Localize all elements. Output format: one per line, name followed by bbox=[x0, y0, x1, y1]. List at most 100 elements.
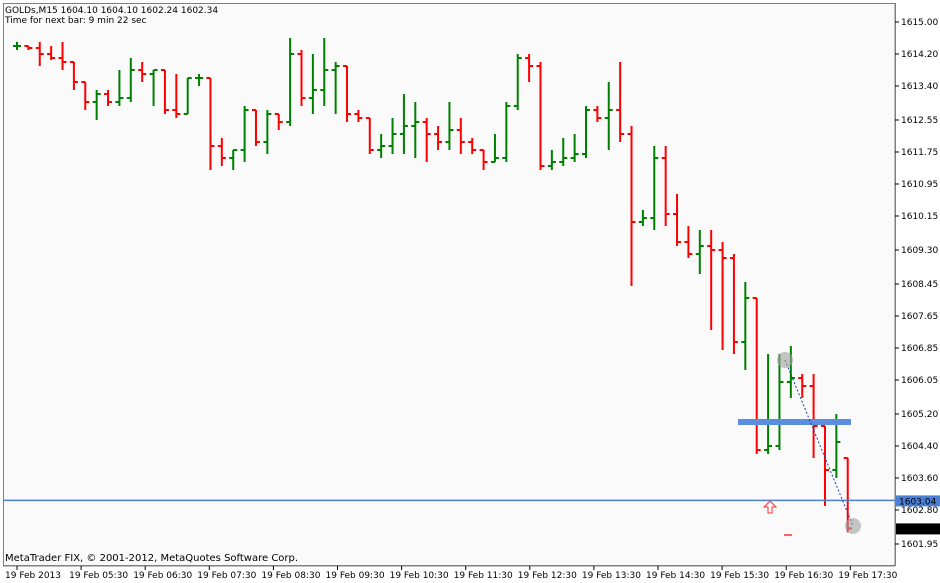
trend-handle-start[interactable] bbox=[777, 352, 793, 368]
ohlc-bar bbox=[536, 62, 545, 170]
price-tick-label: 1610.95 bbox=[901, 180, 938, 190]
ohlc-bar bbox=[354, 110, 363, 122]
ohlc-bar bbox=[399, 94, 408, 154]
ohlc-bar bbox=[58, 42, 67, 70]
level-price-badge bbox=[896, 495, 940, 507]
time-tick-label: 19 Feb 12:30 bbox=[518, 571, 577, 581]
ohlc-bar bbox=[479, 149, 488, 170]
price-tick-label: 1613.40 bbox=[901, 82, 938, 92]
time-tick-label: 19 Feb 10:30 bbox=[390, 571, 449, 581]
price-tick-label: 1603.60 bbox=[901, 474, 938, 484]
ohlc-bar bbox=[775, 354, 784, 450]
ohlc-bar bbox=[502, 102, 511, 162]
ohlc-bars bbox=[13, 38, 852, 533]
ohlc-bar bbox=[616, 62, 625, 142]
ohlc-bar bbox=[377, 134, 386, 158]
price-tick-label: 1606.85 bbox=[901, 344, 938, 354]
level-price-label: 1603.04 bbox=[899, 497, 936, 507]
ohlc-bar bbox=[468, 138, 477, 154]
ohlc-bar bbox=[673, 194, 682, 246]
price-tick-label: 1614.20 bbox=[901, 50, 938, 60]
ohlc-bar bbox=[35, 42, 44, 66]
price-tick-label: 1602.80 bbox=[901, 506, 938, 516]
chart-objects[interactable] bbox=[3, 352, 895, 536]
time-tick-label: 19 Feb 13:30 bbox=[582, 571, 641, 581]
ohlc-bar bbox=[752, 297, 761, 454]
price-tick-label: 1611.75 bbox=[901, 148, 938, 158]
time-tick-label: 19 Feb 16:30 bbox=[774, 571, 833, 581]
time-tick-label: 19 Feb 14:30 bbox=[646, 571, 705, 581]
ohlc-bar bbox=[172, 74, 181, 118]
ohlc-bar bbox=[24, 45, 33, 50]
ohlc-bar bbox=[650, 146, 659, 230]
ohlc-bar bbox=[445, 102, 454, 150]
ohlc-bar bbox=[263, 110, 272, 154]
symbol-ohlc-label: GOLDs,M15 1604.10 1604.10 1602.24 1602.3… bbox=[5, 6, 219, 16]
time-tick-label: 19 Feb 09:30 bbox=[326, 571, 385, 581]
ohlc-bar bbox=[320, 38, 329, 106]
ohlc-bar bbox=[195, 74, 204, 86]
ohlc-bar bbox=[297, 50, 306, 106]
ohlc-bar bbox=[707, 230, 716, 330]
ohlc-bar bbox=[104, 90, 113, 106]
time-tick-label: 19 Feb 15:30 bbox=[710, 571, 769, 581]
time-tick-label: 19 Feb 2013 bbox=[5, 571, 61, 581]
ohlc-bar bbox=[718, 242, 727, 350]
current-price-badge bbox=[896, 523, 940, 535]
ohlc-bar bbox=[388, 118, 397, 154]
price-tick-label: 1607.65 bbox=[901, 312, 938, 322]
ohlc-bar bbox=[570, 134, 579, 162]
price-tick-label: 1610.15 bbox=[901, 212, 938, 222]
ohlc-bar bbox=[69, 61, 78, 90]
time-tick-label: 19 Feb 08:30 bbox=[261, 571, 320, 581]
ohlc-bar bbox=[525, 54, 534, 82]
price-tick-label: 1615.00 bbox=[901, 18, 938, 28]
ohlc-bar bbox=[559, 138, 568, 166]
plot-area[interactable] bbox=[3, 3, 896, 566]
time-axis: 19 Feb 2013 19 Feb 05:30 19 Feb 06:30 19 Fe… bbox=[3, 565, 898, 581]
ohlc-bar bbox=[274, 113, 283, 130]
ohlc-bar bbox=[695, 230, 704, 274]
trend-handle-end[interactable] bbox=[845, 518, 861, 534]
ohlc-bar bbox=[741, 282, 750, 370]
ohlc-bar bbox=[47, 46, 56, 60]
time-tick-label: 19 Feb 17:30 bbox=[838, 571, 897, 581]
copyright-label: MetaTrader FIX, © 2001-2012, MetaQuotes … bbox=[5, 553, 299, 564]
time-tick-label: 19 Feb 05:30 bbox=[69, 571, 128, 581]
ohlc-bar bbox=[513, 54, 522, 110]
ohlc-bar bbox=[308, 54, 317, 114]
ohlc-bar bbox=[115, 70, 124, 106]
ohlc-bar bbox=[160, 69, 169, 114]
ohlc-bar bbox=[138, 62, 147, 82]
ohlc-bar bbox=[229, 149, 238, 170]
ohlc-bar bbox=[661, 146, 670, 226]
ohlc-bar bbox=[809, 374, 818, 458]
ohlc-bar bbox=[183, 77, 192, 115]
ohlc-bar bbox=[684, 226, 693, 258]
ohlc-bar bbox=[92, 90, 101, 120]
ohlc-bar bbox=[798, 374, 807, 398]
price-tick-label: 1609.30 bbox=[901, 246, 938, 256]
ohlc-bar bbox=[365, 117, 374, 154]
ohlc-bar bbox=[13, 42, 21, 50]
ohlc-bar bbox=[593, 106, 602, 122]
price-tick-label: 1605.20 bbox=[901, 410, 938, 420]
ohlc-bar bbox=[627, 126, 636, 286]
time-tick-label: 19 Feb 11:30 bbox=[454, 571, 513, 581]
ohlc-bar bbox=[81, 81, 90, 110]
ohlc-bar bbox=[456, 118, 465, 154]
ohlc-bar bbox=[240, 106, 249, 162]
price-axis: 1615.00 1614.20 1613.40 1612.55 1611.75 1610.… bbox=[894, 3, 940, 566]
ohlc-bar bbox=[729, 254, 738, 354]
price-tick-label: 1612.55 bbox=[901, 116, 938, 126]
price-tick-label: 1601.95 bbox=[901, 540, 938, 550]
up-arrow-icon[interactable] bbox=[762, 500, 778, 514]
current-price-label: 1602.34 bbox=[899, 525, 936, 535]
trend-line[interactable] bbox=[784, 359, 854, 527]
price-tick-label: 1606.05 bbox=[901, 376, 938, 386]
price-tick-label: 1608.45 bbox=[901, 280, 938, 290]
ohlc-bar bbox=[217, 138, 226, 166]
ohlc-bar bbox=[411, 102, 420, 158]
